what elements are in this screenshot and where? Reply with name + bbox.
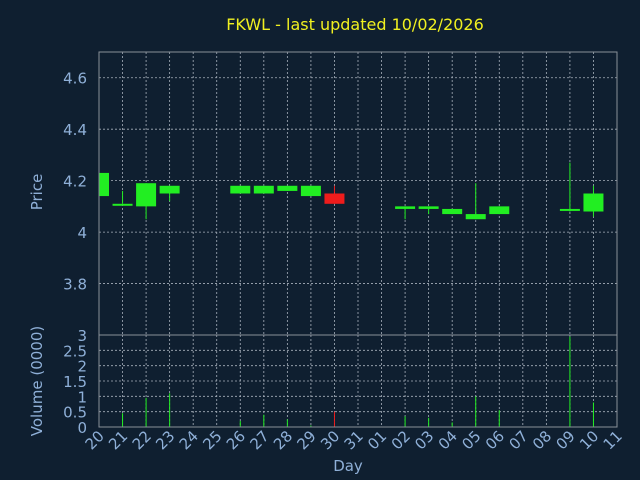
- day-tick-label: 21: [105, 427, 131, 453]
- candle-body: [559, 208, 580, 211]
- price-tick-label: 4: [77, 224, 87, 242]
- candle-body: [489, 206, 510, 215]
- day-tick-label: 11: [600, 427, 626, 453]
- candle: [230, 185, 251, 194]
- day-tick-label: 27: [246, 427, 272, 453]
- day-tick-label: 29: [294, 427, 320, 453]
- candle: [442, 208, 463, 215]
- day-tick-label: 02: [388, 427, 414, 453]
- day-tick-label: 04: [435, 427, 461, 453]
- candle: [418, 206, 439, 215]
- candle: [395, 206, 416, 220]
- volume-tick-labels: 00.511.522.53: [63, 327, 87, 437]
- candle: [465, 183, 486, 220]
- day-tick-label: 06: [482, 427, 508, 453]
- candle: [300, 185, 321, 197]
- candle: [559, 162, 580, 212]
- candle: [324, 185, 345, 204]
- candles: [98, 162, 604, 220]
- price-tick-label: 3.8: [63, 276, 87, 294]
- chart-title: FKWL - last updated 10/02/2026: [226, 15, 484, 34]
- candle: [136, 183, 157, 220]
- day-tick-label: 08: [529, 427, 555, 453]
- day-tick-label: 07: [505, 427, 531, 453]
- candle-body: [112, 203, 133, 206]
- candle-body: [418, 206, 439, 209]
- day-tick-label: 01: [364, 427, 390, 453]
- price-tick-labels: 3.8 4 4.2 4.4 4.6: [63, 70, 87, 294]
- candle-body: [99, 172, 109, 197]
- candle: [112, 190, 133, 206]
- candle: [253, 185, 274, 194]
- candle-body: [442, 208, 463, 215]
- candle-body: [159, 185, 180, 194]
- volume-grid: [98, 334, 618, 428]
- volume-tick-label: 2: [77, 358, 87, 376]
- day-tick-label: 26: [223, 427, 249, 453]
- price-tick-label: 4.6: [63, 70, 87, 88]
- candle: [159, 185, 180, 202]
- candle: [489, 206, 510, 215]
- volume-tick-label: 0: [77, 419, 87, 437]
- day-tick-label: 03: [411, 427, 437, 453]
- price-tick-label: 4.4: [63, 121, 87, 139]
- day-tick-label: 09: [553, 427, 579, 453]
- day-tick-labels: 2021222324252627282930310102030405060708…: [82, 427, 626, 453]
- day-tick-label: 25: [199, 427, 225, 453]
- candle-body: [253, 185, 274, 194]
- candle-body: [395, 206, 416, 209]
- candle-body: [136, 183, 157, 207]
- price-tick-label: 4.2: [63, 173, 87, 191]
- candle-body: [583, 193, 604, 212]
- day-tick-label: 30: [317, 427, 343, 453]
- volume-tick-label: 2.5: [63, 342, 87, 360]
- day-tick-label: 31: [341, 427, 367, 453]
- volume-tick-label: 1.5: [63, 373, 87, 391]
- day-tick-label: 22: [129, 427, 155, 453]
- candle: [583, 185, 604, 217]
- volume-tick-label: 3: [77, 327, 87, 345]
- volume-tick-label: 0.5: [63, 404, 87, 422]
- volume-axis-label: Volume (0000): [28, 326, 46, 436]
- volume-tick-label: 1: [77, 388, 87, 406]
- day-tick-label: 10: [576, 427, 602, 453]
- volume-bars: [98, 336, 594, 427]
- candle-body: [465, 214, 486, 220]
- day-tick-label: 23: [152, 427, 178, 453]
- candle-body: [230, 185, 251, 194]
- day-tick-label: 28: [270, 427, 296, 453]
- day-tick-label: 24: [176, 427, 202, 453]
- candle: [98, 172, 109, 197]
- volume-panel-frame: [98, 334, 618, 428]
- candle-body: [324, 193, 345, 204]
- price-axis-label: Price: [28, 174, 46, 211]
- day-axis-label: Day: [333, 457, 363, 475]
- candle: [277, 185, 298, 191]
- candle-body: [300, 185, 321, 197]
- day-tick-label: 05: [458, 427, 484, 453]
- candle-body: [277, 185, 298, 191]
